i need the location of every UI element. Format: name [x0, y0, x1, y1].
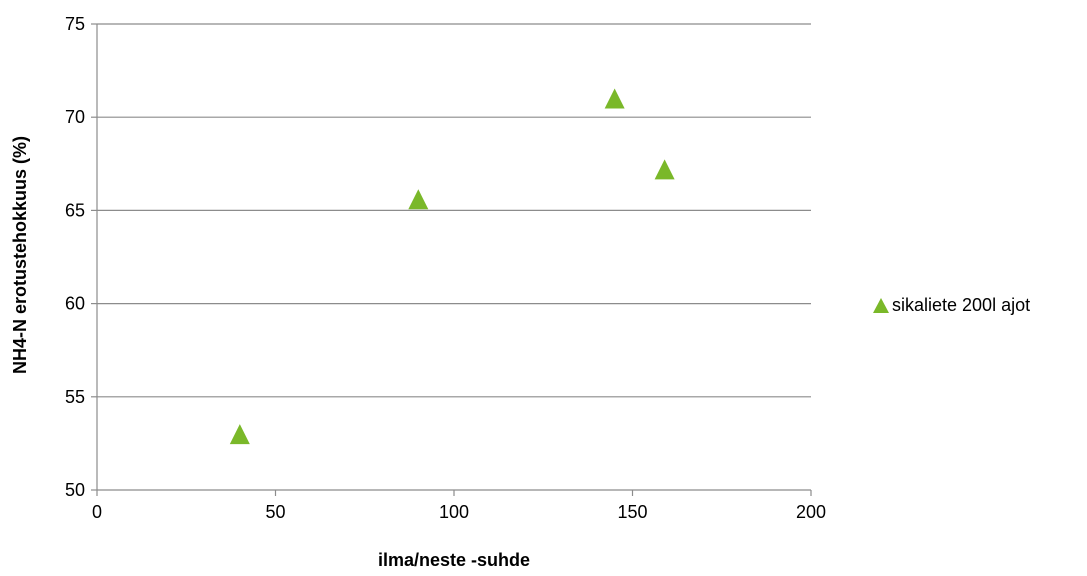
legend: sikaliete 200l ajot: [873, 295, 1030, 315]
x-axis-title: ilma/neste -suhde: [378, 550, 530, 570]
x-tick-labels: 0 50 100 150 200: [92, 502, 826, 522]
legend-marker: [873, 298, 889, 313]
x-tick-label: 50: [265, 502, 285, 522]
data-point-triangle: [654, 159, 675, 180]
y-axis-title: NH4-N erotustehokkuus (%): [10, 136, 30, 374]
y-tick-label: 65: [65, 200, 85, 220]
y-tick-label: 70: [65, 107, 85, 127]
x-tick-label: 100: [439, 502, 469, 522]
data-points: [229, 88, 675, 445]
axes: [91, 23, 812, 496]
legend-label: sikaliete 200l ajot: [892, 295, 1030, 315]
grid-lines: [97, 23, 811, 398]
x-tick-label: 150: [617, 502, 647, 522]
x-tick-label: 0: [92, 502, 102, 522]
data-point-triangle: [408, 189, 429, 210]
x-tick-label: 200: [796, 502, 826, 522]
y-tick-label: 55: [65, 387, 85, 407]
y-tick-label: 60: [65, 294, 85, 314]
data-point-triangle: [229, 424, 250, 445]
y-tick-label: 50: [65, 480, 85, 500]
y-tick-label: 75: [65, 14, 85, 34]
data-point-triangle: [604, 88, 625, 109]
y-tick-labels: 50 55 60 65 70 75: [65, 14, 85, 500]
